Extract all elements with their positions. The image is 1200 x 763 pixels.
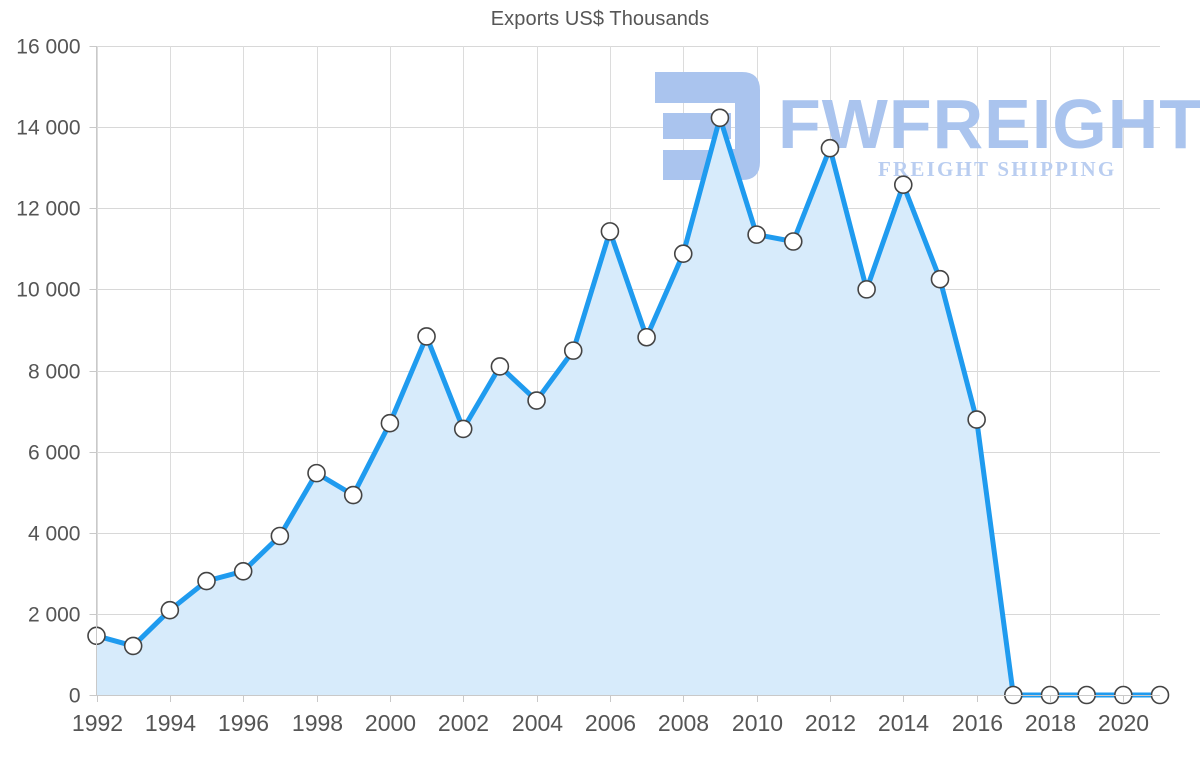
y-tick-label: 6 000	[28, 442, 81, 465]
data-point-marker[interactable]	[893, 175, 913, 195]
data-point-marker[interactable]	[600, 222, 620, 241]
data-point-marker[interactable]	[820, 138, 840, 158]
data-point-marker[interactable]	[930, 269, 950, 289]
data-point-marker[interactable]	[563, 341, 583, 360]
data-point-marker[interactable]	[527, 391, 546, 410]
y-tick-label: 12 000	[16, 198, 80, 221]
data-point-marker[interactable]	[747, 225, 766, 244]
data-point-marker[interactable]	[857, 280, 876, 299]
watermark-brand: FWFREIGHT	[778, 85, 1200, 163]
x-tick-label: 2004	[512, 710, 563, 736]
data-point-marker[interactable]	[490, 357, 510, 376]
x-tick-label: 2014	[878, 710, 929, 736]
x-tick-marks	[97, 695, 1124, 702]
y-tick-labels: 0 2 000 4 000 6 000 8 000 10 000 12 000 14 000 1…	[16, 36, 80, 708]
y-tick-label: 14 000	[16, 117, 80, 140]
x-tick-label: 2006	[585, 710, 636, 736]
x-tick-label: 2020	[1098, 710, 1149, 736]
y-tick-label: 0	[69, 685, 81, 708]
data-point-marker[interactable]	[417, 327, 436, 346]
x-tick-label: 1996	[218, 710, 269, 736]
y-tick-label: 10 000	[16, 279, 80, 302]
x-tick-label: 2010	[732, 710, 783, 736]
data-point-marker[interactable]	[783, 232, 803, 251]
y-tick-label: 16 000	[16, 36, 80, 59]
data-point-marker[interactable]	[710, 108, 730, 128]
x-tick-label: 1998	[292, 710, 343, 736]
x-tick-label: 2008	[658, 710, 709, 736]
data-point-marker[interactable]	[197, 571, 216, 591]
data-point-marker[interactable]	[270, 526, 290, 546]
area-fill	[96, 117, 1160, 696]
watermark-tagline: FREIGHT SHIPPING	[878, 157, 1116, 181]
x-tick-label: 2016	[952, 710, 1003, 736]
data-point-marker[interactable]	[123, 636, 143, 656]
axis-lines	[96, 46, 1160, 696]
data-point-marker[interactable]	[967, 410, 986, 429]
y-tick-label: 2 000	[28, 604, 81, 627]
data-point-marker[interactable]	[380, 413, 400, 433]
x-tick-label: 2002	[438, 710, 489, 736]
data-point-marker[interactable]	[637, 327, 656, 347]
x-tick-label: 1994	[145, 710, 196, 736]
y-tick-label: 4 000	[28, 523, 81, 546]
x-tick-labels: 1992 1994 1996 1998 2000 2002 2004 2006 2008 2010…	[72, 710, 1149, 736]
data-point-marker[interactable]	[233, 561, 253, 581]
y-tick-marks	[89, 46, 97, 696]
data-point-marker[interactable]	[307, 463, 326, 483]
x-tick-label: 2012	[805, 710, 856, 736]
data-point-marker[interactable]	[673, 244, 693, 263]
chart-title: Exports US$ Thousands	[490, 8, 710, 30]
data-point-marker[interactable]	[160, 600, 180, 620]
data-point-marker[interactable]	[343, 485, 363, 505]
x-tick-label: 1992	[72, 710, 123, 736]
y-tick-label: 8 000	[28, 361, 81, 384]
data-point-marker[interactable]	[453, 419, 473, 439]
x-tick-label: 2018	[1025, 710, 1076, 736]
x-tick-label: 2000	[365, 710, 416, 736]
